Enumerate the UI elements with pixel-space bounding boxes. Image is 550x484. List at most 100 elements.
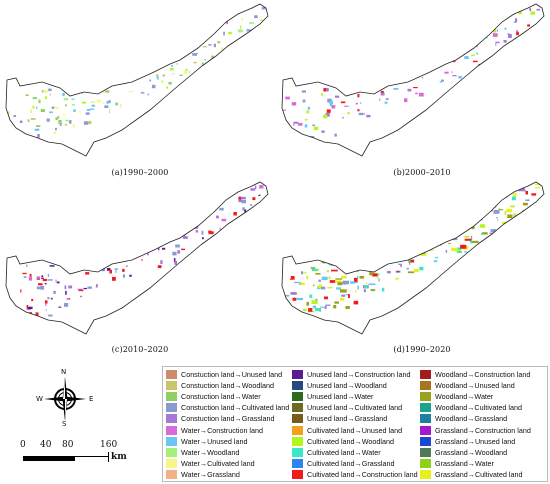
change-patch: [350, 265, 357, 269]
change-patch: [44, 96, 47, 99]
change-patch: [78, 250, 81, 255]
change-patch: [243, 41, 245, 46]
change-patch: [162, 230, 165, 232]
change-patch: [335, 278, 343, 280]
change-patch: [452, 75, 457, 77]
legend-swatch: [420, 381, 431, 391]
change-patch: [425, 48, 429, 53]
change-patch: [141, 50, 144, 54]
change-patch: [302, 272, 307, 274]
change-patch: [519, 182, 525, 184]
legend-item: Woodland→Construction land: [420, 369, 531, 380]
change-patch: [129, 274, 132, 277]
change-patch: [283, 109, 286, 111]
change-patch: [493, 29, 497, 33]
change-patch: [441, 79, 444, 82]
change-patch: [489, 232, 494, 234]
change-patch: [32, 97, 38, 100]
change-patch: [499, 52, 504, 55]
change-patch: [436, 210, 443, 214]
change-patch: [85, 72, 90, 74]
change-patch: [263, 30, 267, 32]
change-patch: [103, 259, 108, 263]
legend-label: Cultivated land→Water: [307, 447, 381, 457]
change-patch: [183, 70, 188, 75]
change-patch: [41, 277, 44, 279]
change-patch: [174, 54, 176, 59]
change-patch: [45, 303, 47, 307]
change-patch: [147, 253, 149, 256]
change-patch: [49, 111, 53, 114]
change-patch: [64, 303, 69, 307]
change-patch: [258, 194, 261, 196]
change-patch: [19, 120, 23, 123]
legend-item: Cultivated land→Woodland: [292, 436, 418, 447]
change-patch: [298, 282, 305, 286]
change-patch: [47, 297, 50, 300]
change-patch: [29, 273, 32, 277]
change-patch: [78, 289, 84, 292]
change-patch: [162, 247, 166, 250]
change-patch: [155, 228, 160, 233]
change-patch: [353, 300, 359, 305]
change-patch: [147, 56, 150, 59]
change-patch: [336, 287, 341, 290]
change-patch: [464, 251, 468, 253]
change-patch: [405, 246, 411, 249]
change-patch: [201, 24, 204, 28]
change-patch: [174, 36, 180, 38]
change-patch: [243, 4, 247, 6]
change-patch: [371, 58, 373, 62]
change-patch: [126, 67, 128, 70]
change-patch: [413, 252, 420, 254]
legend-item: Water→Construction land: [166, 424, 289, 435]
change-patch: [340, 78, 342, 82]
change-patch: [486, 185, 488, 187]
change-patch: [345, 306, 350, 309]
legend-item: Grassland→Construction land: [420, 424, 531, 435]
change-patch: [525, 199, 530, 201]
change-patch: [306, 318, 312, 321]
legend-item: Woodland→Unused land: [420, 380, 531, 391]
change-patch: [22, 140, 25, 142]
change-patch: [141, 259, 143, 261]
change-patch: [457, 199, 460, 203]
legend-swatch: [166, 458, 177, 468]
change-patch: [69, 298, 71, 300]
change-patch: [490, 229, 496, 233]
change-patch: [399, 223, 404, 225]
change-patch: [457, 50, 462, 55]
map-panel-a: [2, 2, 272, 177]
map-a: [5, 3, 269, 157]
change-patch: [109, 269, 112, 274]
change-patch: [341, 294, 346, 297]
change-patch: [168, 44, 173, 49]
change-patch: [115, 102, 118, 105]
change-patch: [40, 285, 45, 290]
legend-column-3: Woodland→Construction land Woodland→Unuse…: [420, 369, 531, 480]
change-patch: [374, 71, 379, 76]
change-patch: [233, 5, 238, 9]
change-patch: [298, 321, 304, 323]
change-patch: [414, 223, 420, 225]
change-patch: [102, 90, 105, 93]
change-patch: [83, 287, 87, 290]
change-patch: [85, 245, 91, 248]
change-patch: [402, 254, 405, 257]
change-patch: [498, 208, 501, 210]
change-patch: [257, 26, 262, 29]
change-patch: [518, 10, 522, 15]
change-patch: [345, 294, 350, 296]
change-patch: [413, 87, 418, 89]
change-patch: [147, 93, 150, 96]
change-patch: [70, 80, 75, 84]
change-patch: [484, 189, 488, 191]
change-patch: [367, 262, 369, 266]
change-patch: [179, 74, 183, 77]
change-patch: [460, 244, 467, 249]
change-patch: [59, 123, 62, 126]
legend-item: Unused land→Water: [292, 391, 418, 402]
change-patch: [522, 42, 528, 46]
change-patch: [304, 142, 308, 147]
change-patch: [104, 241, 107, 245]
